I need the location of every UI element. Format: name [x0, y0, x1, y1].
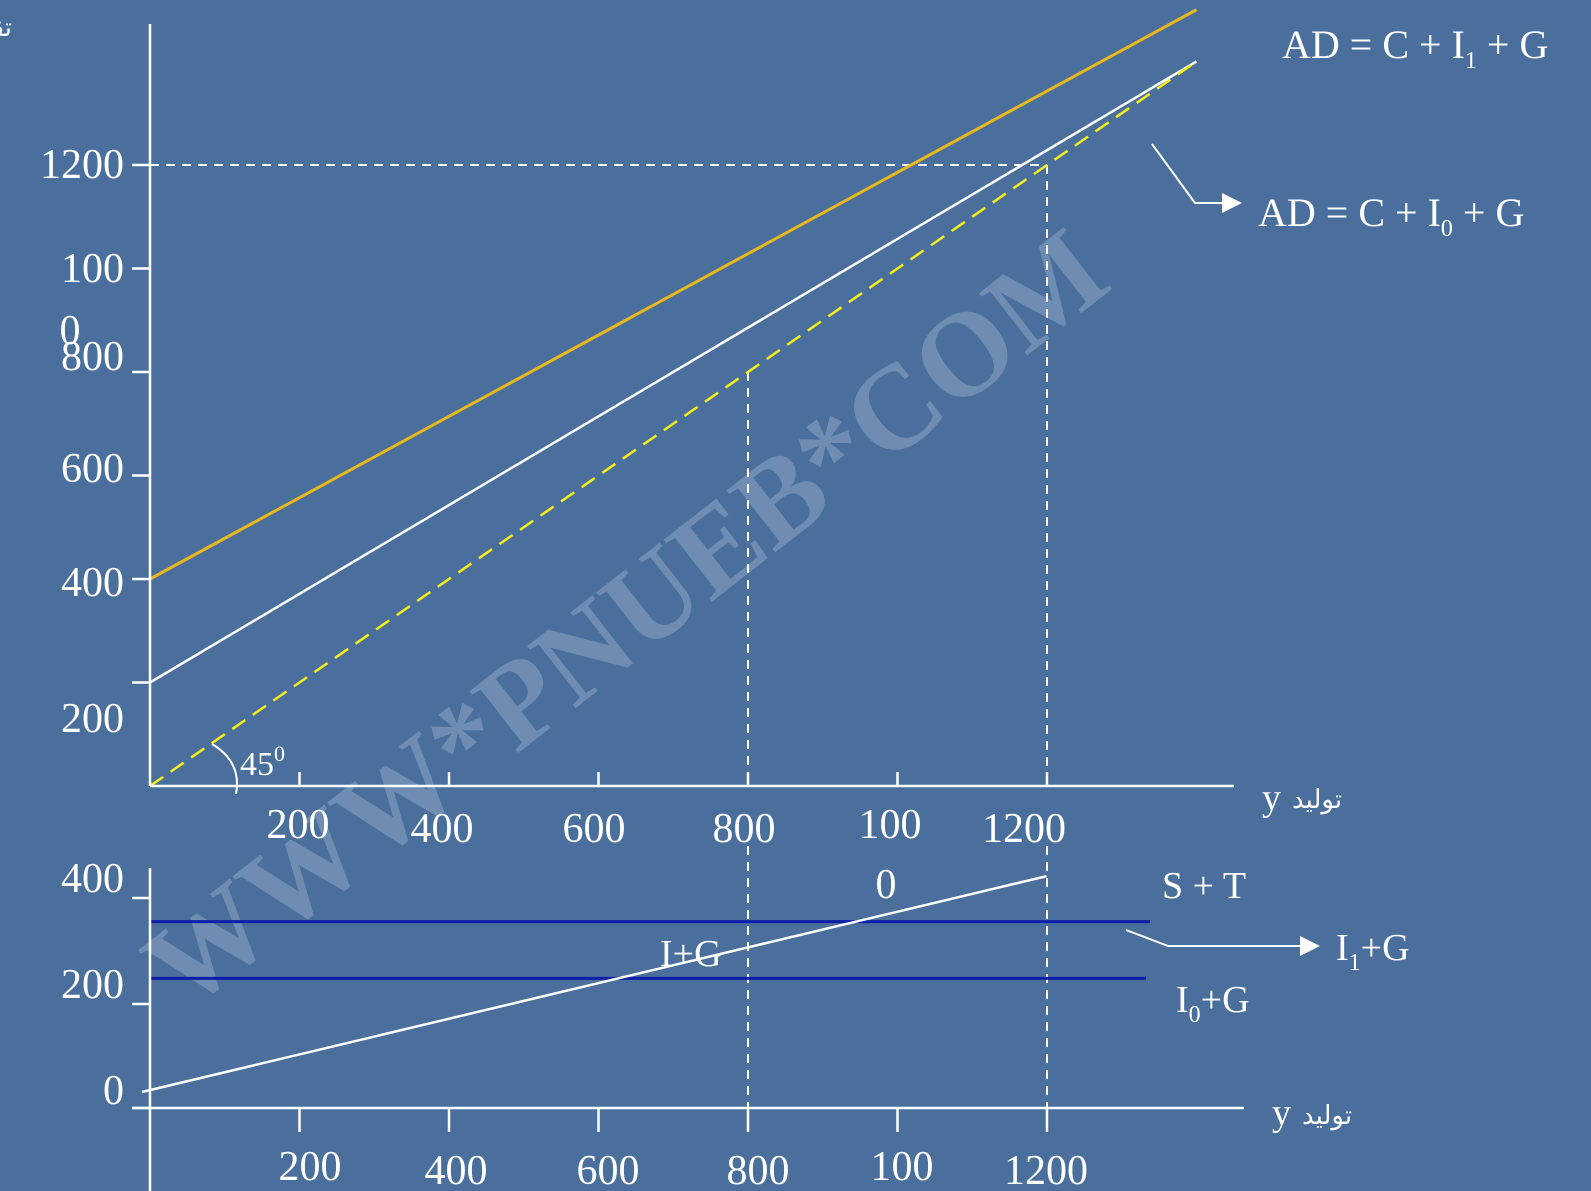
top-y-axis-label: تقاضای کل: [0, 13, 12, 43]
bottom-y-ticks: 0 200 400: [61, 856, 150, 1114]
i-plus-g-annotation: I+G: [660, 933, 722, 975]
watermark: WWW*PNUEB*COM: [119, 202, 1131, 1033]
top-x-axis-symbol: y: [1262, 777, 1281, 819]
top-y-tick-label-2: 600: [61, 446, 124, 492]
top-y-tick-label-0: 200: [61, 696, 124, 742]
top-x-tick-label-wrap: 0: [876, 862, 897, 908]
top-y-tick-label-wrap: 0: [60, 308, 81, 354]
angle-45-arc: [211, 743, 238, 795]
series-ad-i0-line: [149, 60, 1198, 684]
bottom-x-tick-label-0: 200: [279, 1144, 342, 1190]
top-x-tick-label-2: 600: [563, 806, 626, 852]
top-y-tick-label-5: 1200: [40, 142, 124, 188]
series-i1g-label: I1+G: [1336, 927, 1410, 976]
series-ad-i0-pointer: [1151, 143, 1242, 213]
bottom-x-tick-label-4: 100: [871, 1144, 934, 1190]
top-y-ticks: 200 400 600 800 100 1200 0: [40, 142, 150, 742]
series-s-plus-t-line: [141, 874, 1047, 1094]
top-x-tick-label-1: 400: [411, 806, 474, 852]
top-x-tick-label-4: 100: [859, 802, 922, 848]
top-x-tick-label-5: 1200: [982, 806, 1066, 852]
bottom-y-tick-label-1: 200: [61, 962, 124, 1008]
series-s-plus-t-label: S + T: [1162, 865, 1246, 907]
top-y-tick-label-4: 100: [61, 246, 124, 292]
bottom-x-ticks: 200 400 600 800 100 1200: [279, 1108, 1088, 1191]
bottom-chart: 200 400 600 800 100 1200 0 200 400 y تولید S + …: [61, 846, 1410, 1191]
series-i0g-label: I0+G: [1176, 979, 1250, 1028]
top-y-tick-label-3: 800: [61, 334, 124, 380]
top-x-ticks: 200 400 600 800 100 1200 0: [267, 772, 1066, 908]
top-x-axis-label: تولید: [1292, 785, 1342, 815]
bottom-x-tick-label-2: 600: [577, 1148, 640, 1191]
series-ad-i1-line: [149, 8, 1198, 581]
bottom-x-tick-label-1: 400: [425, 1148, 488, 1191]
series-ad-i1-label: AD = C + I1 + G: [1282, 22, 1548, 74]
bottom-x-tick-label-5: 1200: [1004, 1148, 1088, 1191]
bottom-y-tick-label-2: 400: [61, 856, 124, 902]
series-i1g-pointer: [1125, 929, 1320, 956]
angle-label: 450: [240, 741, 285, 783]
series-ad-i0-label: AD = C + I0 + G: [1258, 190, 1524, 242]
bottom-y-tick-label-0: 0: [103, 1068, 124, 1114]
bottom-x-axis-symbol: y: [1272, 1092, 1291, 1134]
top-x-tick-label-0: 200: [267, 802, 330, 848]
top-chart: 200 400 600 800 100 1200 0 200 400 600 800 100 1200…: [0, 8, 1548, 908]
top-y-tick-label-1: 400: [61, 560, 124, 606]
bottom-x-tick-label-3: 800: [727, 1148, 790, 1191]
series-45-degree-line: [149, 60, 1198, 788]
top-x-tick-label-3: 800: [713, 806, 776, 852]
bottom-x-axis-label: تولید: [1302, 1101, 1352, 1131]
